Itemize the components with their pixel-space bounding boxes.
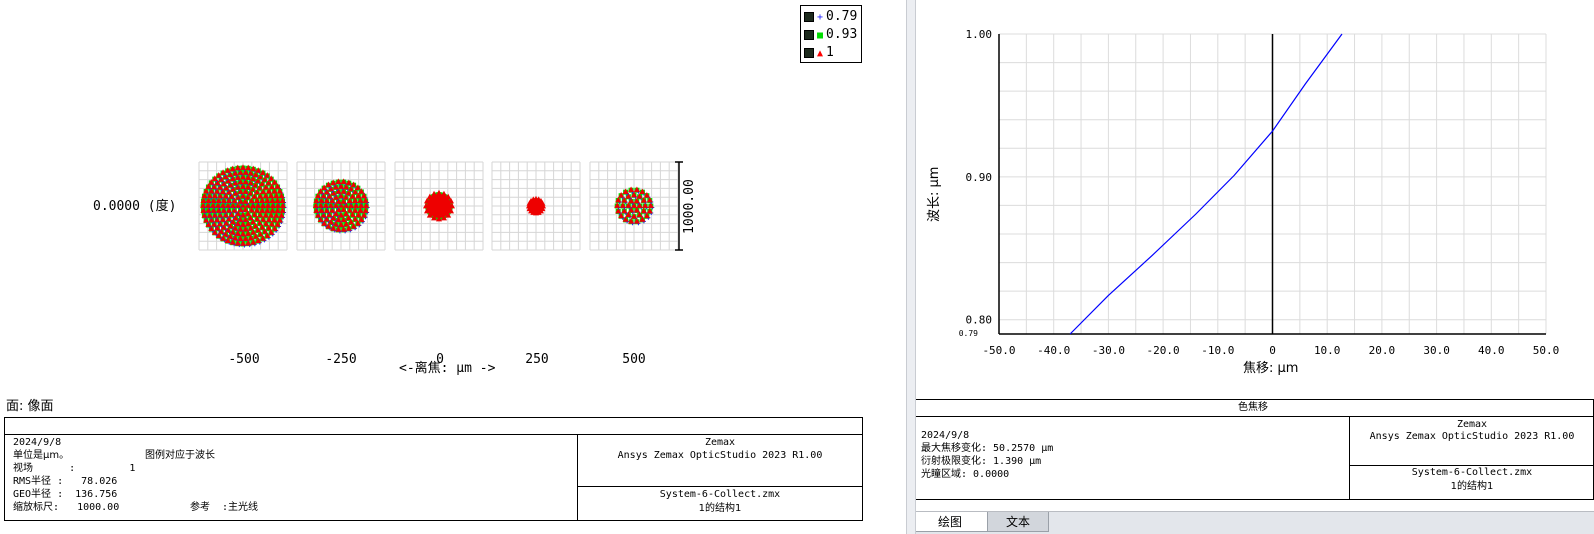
spot-rms-line: RMS半径 : 78.026 [13, 476, 118, 487]
spot-cell [296, 161, 386, 251]
spot-product: Ansys Zemax OpticStudio 2023 R1.00 [617, 450, 823, 461]
spot-date: 2024/9/8 [13, 437, 62, 448]
shift-pupil-line: 光瞳区域: 0.0000 [921, 469, 1010, 480]
x-tick-label: 0 [1269, 344, 1276, 357]
focal-shift-curve [1069, 33, 1343, 335]
legend-symbol-icon: ▲ [817, 48, 824, 59]
shift-diffraction-line: 衍射极限变化: 1.390 μm [921, 456, 1042, 467]
legend-label: 1 [826, 45, 834, 60]
x-tick-label: 30.0 [1423, 344, 1450, 357]
legend-row: ■ 0.93 [804, 27, 857, 43]
chart-xlabel: 焦移: μm [1243, 361, 1299, 376]
legend-row: ▲ 1 [804, 45, 834, 61]
tab-plot[interactable]: 绘图 [916, 512, 988, 532]
defocus-axis-title: <-离焦: μm -> [399, 361, 496, 376]
surface-label: 面: 像面 [6, 399, 54, 414]
x-tick-label: -20.0 [1147, 344, 1180, 357]
x-tick-label: 20.0 [1369, 344, 1396, 357]
spot-scale-line: 缩放标尺: 1000.00 [13, 502, 120, 513]
checkbox-icon[interactable] [804, 47, 814, 58]
x-tick-label: -30.0 [1092, 344, 1125, 357]
spot-info-panel: 2024/9/8 单位是μm。 图例对应于波长 视场 : 1 RMS半径 : 7… [4, 417, 863, 521]
pane-splitter[interactable] [906, 0, 916, 534]
chart-ylabel: 波长: μm [927, 166, 942, 222]
view-tab-bar: 绘图 文本 [916, 511, 1594, 534]
spot-diagram-window: +0.79 ■ 0.93 ▲ 1 0.0000 (度) 1000.00 -500 -25… [4, 5, 863, 521]
y-tick-label: 0.80 [966, 314, 993, 327]
defocus-label-3: 250 [525, 352, 549, 367]
spot-cell [394, 161, 484, 251]
legend-label: 0.93 [826, 27, 858, 42]
shift-date: 2024/9/8 [921, 430, 970, 441]
spot-field-line: 视场 : 1 [13, 463, 136, 474]
focal-shift-chart: -50.0 -40.0 -30.0 -20.0 -10.0 0 10.0 20.0 30.0 40… [959, 28, 1560, 357]
legend-row: +0.79 [804, 9, 857, 25]
checkbox-icon[interactable] [804, 11, 814, 22]
shift-max-line: 最大焦移变化: 50.2570 μm [921, 443, 1054, 454]
spot-diagram-plot: 1000.00 [198, 161, 697, 251]
legend-symbol-icon: ■ [817, 30, 824, 41]
scale-bar-label: 1000.00 [682, 179, 697, 234]
defocus-label-0: -500 [228, 352, 260, 367]
field-label: 0.0000 (度) [93, 199, 177, 214]
defocus-label-1: -250 [325, 352, 357, 367]
x-tick-label: 50.0 [1533, 344, 1560, 357]
y-tick-label: 0.79 [959, 329, 978, 338]
shift-product: Ansys Zemax OpticStudio 2023 R1.00 [1369, 431, 1575, 442]
defocus-label-2: 0 [436, 352, 444, 367]
x-tick-label: -40.0 [1037, 344, 1070, 357]
legend-label: 0.79 [826, 9, 858, 24]
spot-legend-note: 图例对应于波长 [145, 450, 215, 461]
spot-reference-line: 参考 :主光线 [190, 502, 259, 513]
spot-brand: Zemax [704, 437, 736, 448]
y-tick-label: 1.00 [966, 28, 993, 41]
checkbox-icon[interactable] [804, 29, 814, 40]
x-tick-label: -10.0 [1201, 344, 1234, 357]
defocus-label-4: 500 [622, 352, 646, 367]
spot-units-line: 单位是μm。 [13, 450, 70, 461]
spot-cell [491, 161, 581, 251]
shift-config: 1的结构1 [1450, 481, 1494, 492]
shift-info-panel: 色焦移 2024/9/8 最大焦移变化: 50.2570 μm 衍射极限变化: … [916, 399, 1594, 500]
spot-cell [589, 161, 679, 251]
tab-text[interactable]: 文本 [987, 512, 1049, 532]
y-tick-label: 0.90 [966, 171, 993, 184]
shift-brand: Zemax [1456, 419, 1488, 430]
legend-box: +0.79 ■ 0.93 ▲ 1 [800, 5, 862, 63]
shift-file: System-6-Collect.zmx [1411, 467, 1533, 478]
legend-symbol-icon: + [817, 12, 824, 23]
x-tick-label: 10.0 [1314, 344, 1341, 357]
focal-shift-window: -50.0 -40.0 -30.0 -20.0 -10.0 0 10.0 20.0 30.0 40… [916, 0, 1594, 534]
x-tick-label: 40.0 [1478, 344, 1505, 357]
shift-title: 色焦移 [1238, 402, 1268, 413]
spot-geo-line: GEO半径 : 136.756 [13, 489, 118, 500]
spot-file: System-6-Collect.zmx [659, 489, 781, 500]
spot-config: 1的结构1 [698, 503, 742, 514]
x-tick-label: -50.0 [982, 344, 1015, 357]
spot-cell [198, 161, 288, 251]
